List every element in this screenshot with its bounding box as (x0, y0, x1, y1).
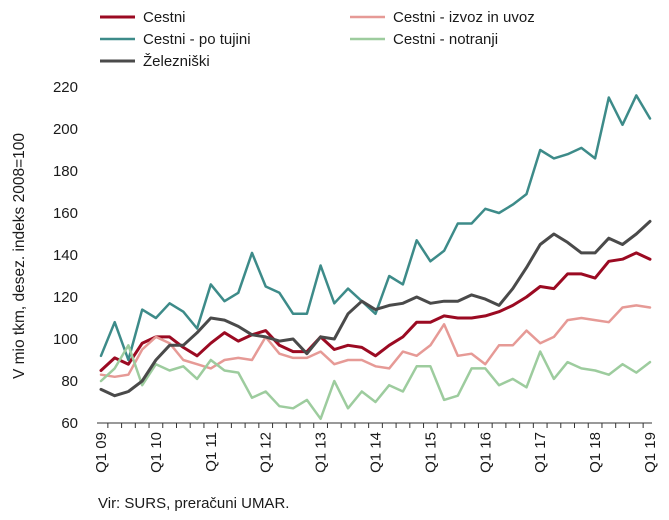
x-tick-label: Q1 17 (532, 432, 549, 473)
series-line-0 (99, 251, 652, 372)
legend-label-zelezniski: Železniški (143, 53, 210, 70)
x-tick-label: Q1 14 (368, 432, 385, 473)
series-line-1 (99, 304, 652, 379)
x-tick-label: Q1 16 (477, 432, 494, 473)
y-tick-label: 180 (53, 163, 78, 180)
legend-label-cestni: Cestni (143, 9, 186, 26)
series-group (99, 94, 652, 421)
legend: Cestni Cestni - izvoz in uvoz Cestni - p… (100, 9, 535, 70)
x-tick-label: Q1 18 (587, 432, 604, 473)
y-tick-label: 80 (61, 373, 78, 390)
series-line-4 (99, 219, 652, 398)
y-tick-label: 120 (53, 289, 78, 306)
source-note: Vir: SURS, preračuni UMAR. (98, 495, 289, 512)
y-axis-title: V mio tkm, desez. indeks 2008=100 (11, 133, 28, 379)
y-tick-label: 200 (53, 121, 78, 138)
series-line-3 (99, 344, 652, 421)
legend-label-cestni-notranji: Cestni - notranji (393, 31, 498, 48)
x-tick-label: Q1 15 (422, 432, 439, 473)
x-axis-ticks: Q1 09 Q1 10 Q1 11 Q1 12 Q1 13 Q1 14 Q1 15 Q1 16… (93, 423, 659, 473)
y-tick-label: 160 (53, 205, 78, 222)
y-tick-label: 140 (53, 247, 78, 264)
y-tick-label: 60 (61, 415, 78, 432)
y-axis-ticks: 60 80 100 120 140 160 180 200 220 (53, 79, 78, 432)
y-tick-label: 100 (53, 331, 78, 348)
y-tick-label: 220 (53, 79, 78, 96)
legend-label-cestni-po-tujini: Cestni - po tujini (143, 31, 251, 48)
legend-label-cestni-izvoz-uvoz: Cestni - izvoz in uvoz (393, 9, 535, 26)
x-tick-label: Q1 10 (148, 432, 165, 473)
x-tick-label: Q1 19 (642, 432, 659, 473)
x-tick-label: Q1 13 (313, 432, 330, 473)
x-tick-label: Q1 11 (203, 432, 220, 472)
x-tick-label: Q1 09 (93, 432, 110, 473)
series-line-2 (99, 94, 652, 362)
x-tick-label: Q1 12 (258, 432, 275, 473)
